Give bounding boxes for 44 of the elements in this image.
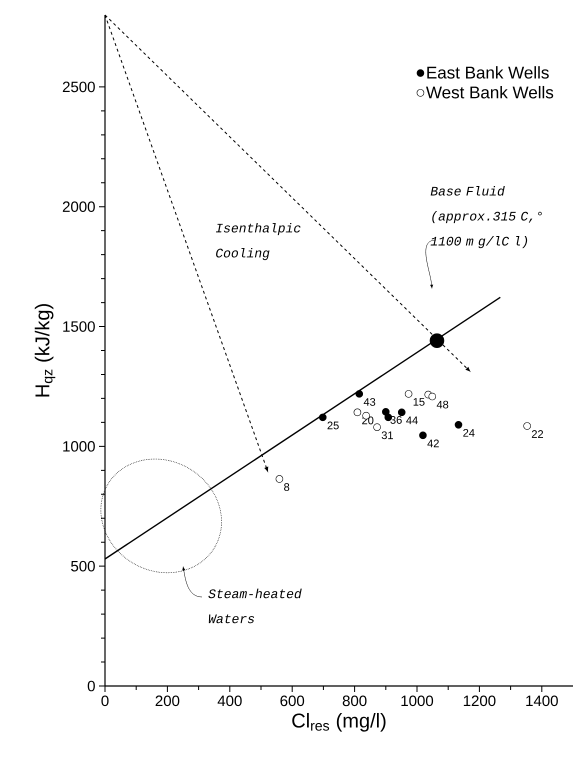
annotation: Base Fluid (approx.315 C,° 1100 m g/lC l) [430,186,542,248]
legend-label: West Bank Wells [426,86,554,98]
annotation: 42 [427,440,439,448]
point [523,422,531,430]
annotation: 43 [364,398,376,406]
legend-label: East Bank Wells [427,66,549,79]
point [373,423,381,431]
y-tick-label: 1000 [63,441,95,452]
x-tick-label: 200 [156,696,180,706]
annotation: 24 [463,428,475,437]
text: Steam-heated Waters [208,588,302,624]
annotation: 31 [382,431,393,440]
point [276,475,284,483]
annotation: 15 [414,398,425,406]
annotation: 48 [436,400,448,408]
y-tick-label: 1500 [63,321,95,332]
point [404,390,412,398]
x-axis-title: Cl$_{res}$ (mg/l) [292,712,386,732]
x-tick-label: 600 [280,696,304,706]
x-tick-label: 1200 [464,696,496,706]
y-axis-title: H$_{qz}$ (kJ/kg) [34,304,56,396]
annotation: 8 [284,483,290,491]
x-tick-label: 1000 [401,696,434,706]
point [355,390,364,398]
annotation: 36 [390,416,402,424]
point [454,421,462,429]
point [430,333,444,348]
annotation: 44 [406,416,418,424]
point [419,432,427,440]
y-tick-label: 2500 [62,82,95,92]
annotation: 22 [532,430,544,438]
annotation: 25 [328,422,339,430]
point [318,414,327,422]
x-tick-label: 800 [342,696,367,706]
y-tick-label: 500 [71,560,95,572]
y-tick-label: 2000 [62,201,95,212]
point [428,392,436,400]
point [398,408,406,416]
x-tick-label: 400 [218,696,242,706]
y-tick-label: 0 [88,680,95,692]
point [354,408,362,416]
x-tick-label: 0 [101,696,109,706]
annotation: Isenthalpic Cooling [216,222,300,260]
x-tick-label: 1400 [526,696,558,706]
